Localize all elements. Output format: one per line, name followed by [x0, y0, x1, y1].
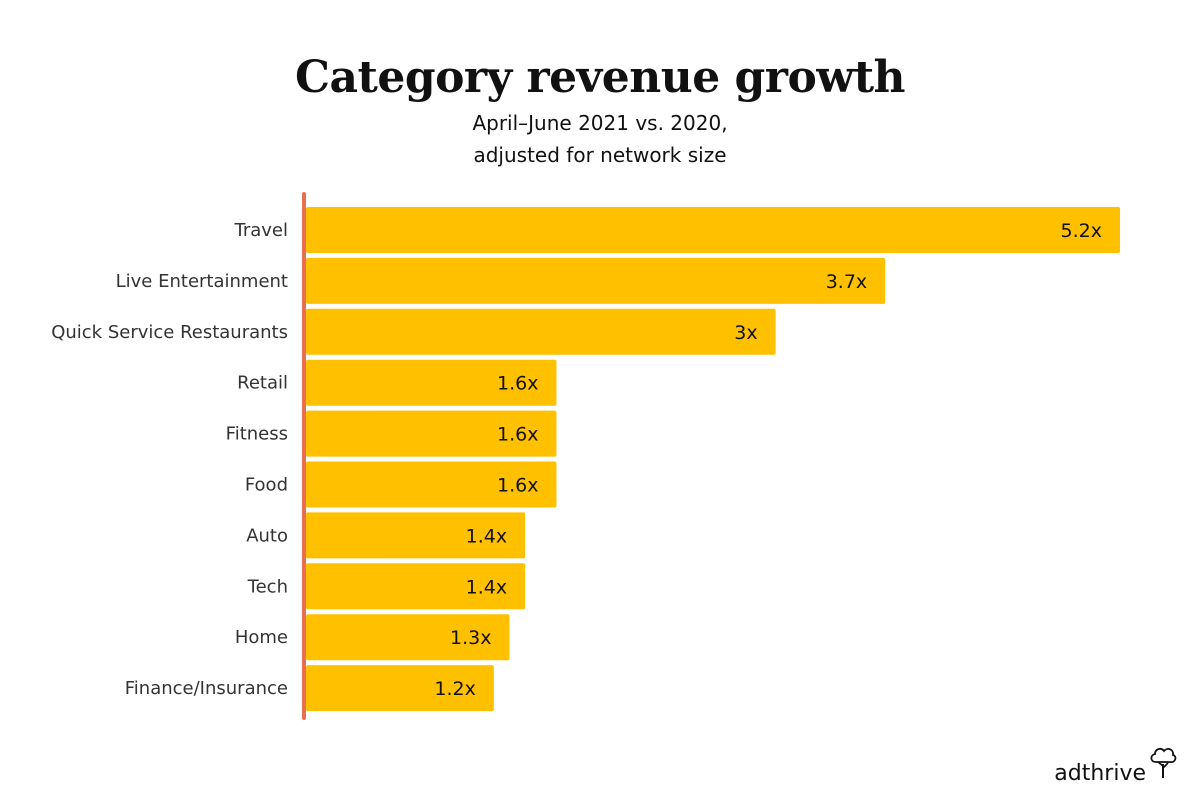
tree-icon [1150, 747, 1177, 778]
bar-finance-insurance [306, 665, 494, 712]
value-label-travel: 5.2x [1061, 220, 1102, 242]
value-label-retail: 1.6x [497, 373, 538, 395]
category-label-live-entertainment: Live Entertainment [116, 271, 288, 292]
bar-tech [306, 563, 526, 610]
value-label-live-entertainment: 3.7x [826, 271, 867, 293]
labels-group: Travel 5.2x Live Entertainment 3.7x Quick Se… [51, 220, 1102, 700]
chart-subtitle-line-2: adjusted for network size [473, 143, 727, 167]
bars-group [306, 207, 1120, 712]
category-label-retail: Retail [237, 373, 288, 394]
bar-quick-service-restaurants [306, 308, 776, 355]
bar-auto [306, 512, 526, 559]
value-label-auto: 1.4x [466, 525, 507, 547]
category-label-quick-service-restaurants: Quick Service Restaurants [51, 322, 288, 343]
bar-retail [306, 359, 557, 406]
value-label-finance-insurance: 1.2x [434, 678, 475, 700]
category-label-food: Food [245, 475, 288, 496]
category-label-auto: Auto [246, 525, 288, 546]
category-label-tech: Tech [247, 576, 288, 597]
bar-fitness [306, 410, 557, 457]
value-label-quick-service-restaurants: 3x [734, 322, 757, 344]
value-label-home: 1.3x [450, 627, 491, 649]
value-label-tech: 1.4x [466, 576, 507, 598]
category-label-fitness: Fitness [226, 424, 288, 445]
logo-text: adthrive [1054, 761, 1146, 786]
bar-food [306, 461, 557, 508]
bar-home [306, 614, 510, 661]
adthrive-logo: adthrive [1054, 746, 1178, 786]
category-label-home: Home [235, 627, 288, 648]
value-label-fitness: 1.6x [497, 424, 538, 446]
chart-subtitle-line-1: April–June 2021 vs. 2020, [472, 111, 728, 135]
bar-live-entertainment [306, 257, 886, 304]
value-label-food: 1.6x [497, 475, 538, 497]
chart-title: Category revenue growth [294, 52, 906, 103]
bar-travel [306, 207, 1120, 253]
category-label-travel: Travel [233, 220, 288, 241]
category-label-finance-insurance: Finance/Insurance [125, 678, 288, 699]
